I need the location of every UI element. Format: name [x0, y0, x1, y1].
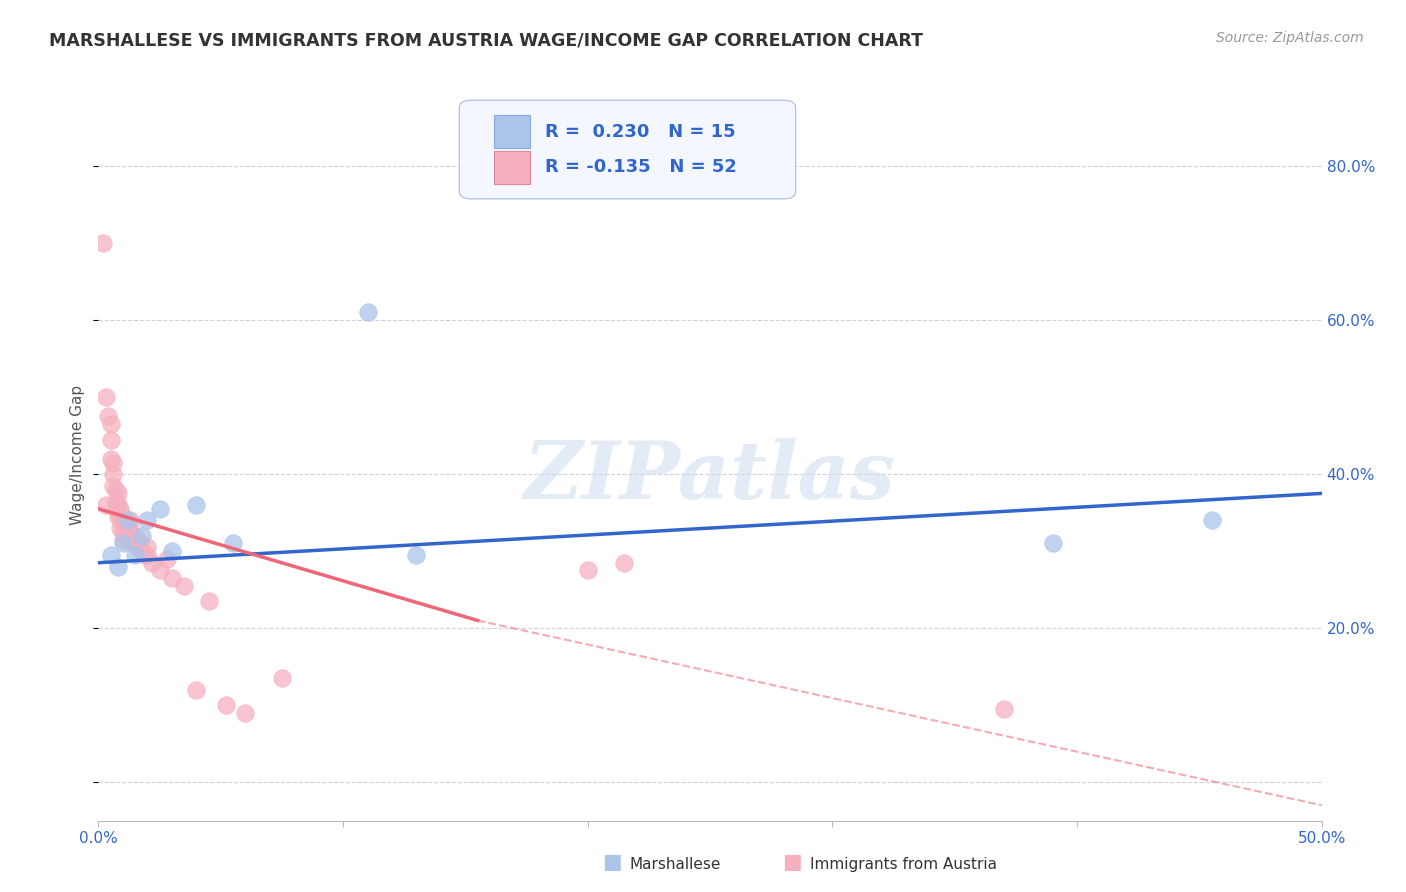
Point: [124, 548, 146, 562]
Point: [110, 509, 132, 524]
Point: [111, 509, 134, 524]
Text: Source: ZipAtlas.com: Source: ZipAtlas.com: [1216, 31, 1364, 45]
Point: [186, 498, 208, 512]
Point: [576, 563, 599, 577]
Point: [124, 536, 146, 550]
Point: [993, 702, 1015, 716]
Point: [197, 594, 219, 608]
Text: Marshallese: Marshallese: [630, 857, 721, 872]
Point: [107, 509, 129, 524]
Point: [160, 571, 183, 585]
Y-axis label: Wage/Income Gap: Wage/Income Gap: [70, 384, 86, 525]
Point: [101, 479, 124, 493]
Point: [270, 671, 294, 685]
Point: [94, 390, 117, 404]
Point: [136, 513, 159, 527]
Point: [111, 524, 134, 539]
Text: Immigrants from Austria: Immigrants from Austria: [810, 857, 997, 872]
Point: [136, 548, 159, 562]
Point: [111, 536, 134, 550]
Point: [120, 513, 142, 527]
Point: [104, 494, 127, 508]
Point: [114, 529, 136, 543]
Point: [131, 544, 153, 558]
Point: [120, 529, 142, 543]
Point: [356, 305, 378, 319]
Point: [233, 706, 256, 720]
Text: R = -0.135   N = 52: R = -0.135 N = 52: [546, 159, 737, 177]
Text: ■: ■: [602, 853, 621, 872]
Point: [97, 409, 120, 424]
Point: [149, 501, 172, 516]
Text: ZIPatlas: ZIPatlas: [524, 438, 896, 516]
Point: [114, 521, 136, 535]
Text: R =  0.230   N = 15: R = 0.230 N = 15: [546, 122, 735, 141]
Point: [129, 536, 152, 550]
Point: [94, 498, 117, 512]
Point: [117, 513, 139, 527]
Point: [107, 486, 129, 500]
Point: [104, 501, 127, 516]
Point: [149, 563, 172, 577]
Point: [111, 517, 134, 532]
Point: [131, 529, 153, 543]
Point: [101, 467, 124, 482]
Point: [117, 524, 139, 539]
Text: ■: ■: [782, 853, 801, 872]
Point: [110, 501, 132, 516]
Point: [613, 556, 636, 570]
Point: [121, 533, 143, 547]
FancyBboxPatch shape: [460, 100, 796, 199]
Point: [120, 521, 142, 535]
Point: [100, 451, 122, 466]
Point: [214, 698, 236, 713]
Point: [405, 548, 427, 562]
Point: [127, 541, 149, 555]
Point: [141, 556, 163, 570]
Text: MARSHALLESE VS IMMIGRANTS FROM AUSTRIA WAGE/INCOME GAP CORRELATION CHART: MARSHALLESE VS IMMIGRANTS FROM AUSTRIA W…: [49, 31, 924, 49]
Point: [136, 541, 159, 555]
Bar: [494, 115, 530, 148]
Point: [107, 498, 129, 512]
Point: [110, 521, 132, 535]
Point: [100, 433, 122, 447]
Point: [101, 456, 124, 470]
Point: [1042, 536, 1064, 550]
Point: [111, 533, 134, 547]
Point: [100, 548, 122, 562]
Point: [117, 533, 139, 547]
Point: [124, 529, 146, 543]
Point: [104, 483, 127, 497]
Point: [134, 548, 156, 562]
Point: [91, 236, 114, 251]
Point: [1201, 513, 1223, 527]
Point: [186, 682, 208, 697]
Point: [156, 552, 179, 566]
Point: [107, 559, 129, 574]
Point: [222, 536, 245, 550]
Bar: [494, 151, 530, 184]
Point: [160, 544, 183, 558]
Point: [173, 579, 195, 593]
Point: [100, 417, 122, 431]
